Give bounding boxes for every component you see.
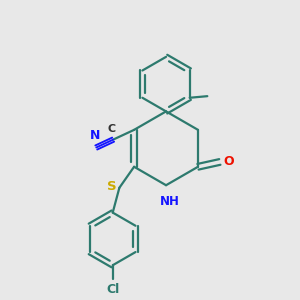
Text: Cl: Cl — [106, 283, 119, 296]
Text: C: C — [107, 124, 116, 134]
Text: N: N — [89, 129, 100, 142]
Text: NH: NH — [160, 196, 180, 208]
Text: O: O — [223, 155, 234, 168]
Text: S: S — [107, 180, 117, 193]
